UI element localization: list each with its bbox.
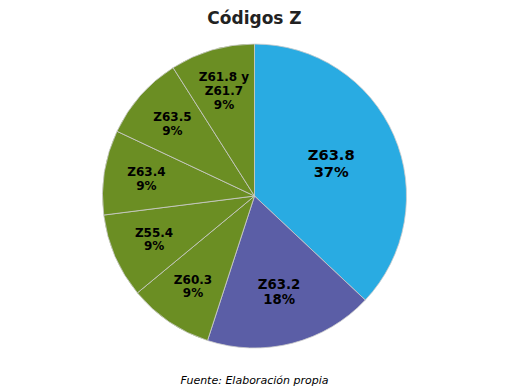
value-label: 37% xyxy=(314,163,349,180)
slice-label-line: Z63.5 xyxy=(153,110,191,124)
chart: Códigos Z Fuente: Elaboración propia Z63.8… xyxy=(0,0,509,392)
title: Códigos Z xyxy=(207,8,301,28)
value-label: 18% xyxy=(263,292,295,307)
slice-label: Z63.4 xyxy=(127,165,165,179)
slice-label: Z63.8 xyxy=(308,146,355,163)
slice-label-line: Z61.8 y xyxy=(199,70,249,84)
slice-label: Z55.4 xyxy=(135,226,173,240)
labels: Z63.837%Z63.218%Z60.39%Z55.49%Z63.49%Z63… xyxy=(127,70,354,307)
value-label: 9% xyxy=(144,239,164,253)
value-label: 9% xyxy=(162,124,182,138)
slice-label-line: Z60.3 xyxy=(174,273,212,287)
slice-label-line: Z63.8 xyxy=(308,146,355,163)
slice-label-line: Z55.4 xyxy=(135,226,173,240)
footer: Fuente: Elaboración propia xyxy=(181,374,329,387)
slice-label: Z63.5 xyxy=(153,110,191,124)
slice-label: Z60.3 xyxy=(174,273,212,287)
slice-label-line: Z61.7 xyxy=(205,84,243,98)
value-label: 9% xyxy=(214,98,234,112)
slice-label: Z61.8 yZ61.7 xyxy=(199,70,249,98)
value-label: 9% xyxy=(183,286,203,300)
pie xyxy=(103,44,407,348)
slice-label-line: Z63.2 xyxy=(258,277,300,292)
slice-label: Z63.2 xyxy=(258,277,300,292)
slice-label-line: Z63.4 xyxy=(127,165,165,179)
value-label: 9% xyxy=(136,179,156,193)
